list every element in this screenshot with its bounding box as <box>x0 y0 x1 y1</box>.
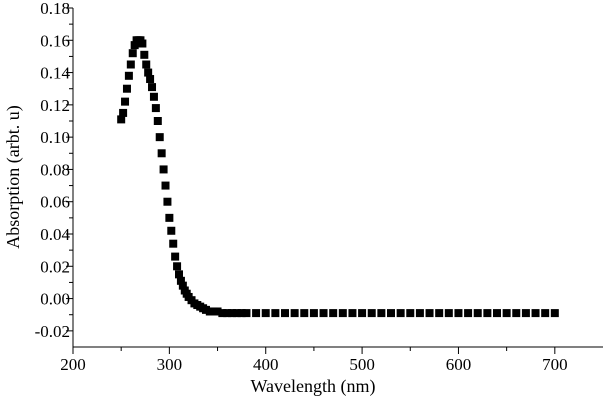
y-tick-label: 0.00 <box>40 290 70 309</box>
x-ticks: 200 300 400 500 600 700 <box>60 347 568 374</box>
data-point <box>261 309 270 318</box>
data-point <box>176 276 185 285</box>
data-point <box>159 165 168 174</box>
y-tick-label: 0.08 <box>40 160 70 179</box>
data-point <box>161 181 170 190</box>
data-point <box>406 309 415 318</box>
data-point <box>531 309 540 318</box>
data-point <box>218 309 227 318</box>
data-point <box>144 68 153 77</box>
data-point <box>167 226 176 235</box>
data-point <box>171 252 180 261</box>
y-tick-label: 0.04 <box>40 225 70 244</box>
data-point <box>483 309 492 318</box>
data-point <box>138 39 147 48</box>
data-point <box>329 309 338 318</box>
y-tick-label: 0.10 <box>40 128 70 147</box>
data-point <box>319 309 328 318</box>
y-tick-label: 0.06 <box>40 193 70 212</box>
data-point <box>473 309 482 318</box>
data-point <box>213 307 222 316</box>
data-point <box>464 309 473 318</box>
data-point <box>124 71 133 80</box>
data-point <box>415 309 424 318</box>
y-axis-title: Absorption (arbt. u) <box>3 105 24 248</box>
data-point <box>140 50 149 59</box>
data-point <box>142 60 151 69</box>
y-tick-label: 0.16 <box>40 31 70 50</box>
data-point <box>348 309 357 318</box>
x-tick-label: 700 <box>542 355 568 374</box>
data-point <box>146 75 155 84</box>
data-point <box>151 104 160 113</box>
x-axis-title: Wavelength (nm) <box>250 376 375 397</box>
data-point <box>163 197 172 206</box>
y-tick-label: 0.14 <box>40 64 70 83</box>
data-point <box>175 270 183 279</box>
data-point <box>169 239 178 248</box>
data-point <box>173 262 182 271</box>
data-point <box>271 309 280 318</box>
data-point <box>121 97 130 106</box>
data-point <box>228 309 236 318</box>
data-point <box>252 309 261 318</box>
data-point <box>165 213 174 222</box>
data-point <box>281 309 289 318</box>
data-point <box>300 309 309 318</box>
data-point <box>454 309 463 318</box>
y-tick-label: 0.18 <box>40 0 70 18</box>
x-tick-label: 400 <box>253 355 279 374</box>
axes <box>72 8 603 348</box>
y-tick-label: 0.12 <box>40 96 70 115</box>
data-point <box>358 309 367 318</box>
data-point <box>178 281 187 290</box>
data-point <box>157 149 166 158</box>
data-point <box>155 133 164 142</box>
data-point <box>242 309 251 318</box>
data-point <box>502 309 511 318</box>
data-point <box>290 309 299 318</box>
data-point <box>396 309 405 318</box>
data-point <box>435 309 444 318</box>
data-point <box>550 309 559 318</box>
data-point <box>309 309 318 318</box>
data-point <box>367 309 376 318</box>
data-point <box>122 84 131 93</box>
data-point <box>338 309 347 318</box>
data-point <box>521 309 530 318</box>
y-tick-label: -0.02 <box>35 322 70 341</box>
x-tick-label: 300 <box>157 355 183 374</box>
data-point <box>149 92 158 101</box>
data-point <box>128 49 137 58</box>
data-point <box>541 309 550 318</box>
data-point <box>493 309 501 318</box>
x-tick-label: 500 <box>349 355 375 374</box>
data-point <box>444 309 453 318</box>
data-point <box>126 60 135 69</box>
data-point <box>223 309 232 318</box>
data-point <box>232 309 241 318</box>
data-point <box>237 309 246 318</box>
data-point <box>148 83 157 92</box>
data-point <box>387 309 395 318</box>
x-tick-label: 600 <box>446 355 472 374</box>
y-tick-label: 0.02 <box>40 257 70 276</box>
x-tick-label: 200 <box>60 355 86 374</box>
data-point <box>117 115 126 124</box>
data-point <box>377 309 386 318</box>
data-point <box>425 309 434 318</box>
data-point <box>512 309 521 318</box>
data-point <box>153 117 162 125</box>
y-ticks: -0.02 0.00 0.02 0.04 0.06 0.08 0.10 0.12 0.14 0.1… <box>35 0 73 341</box>
data-point <box>119 108 128 117</box>
data-points <box>117 36 559 318</box>
data-point <box>130 41 139 50</box>
